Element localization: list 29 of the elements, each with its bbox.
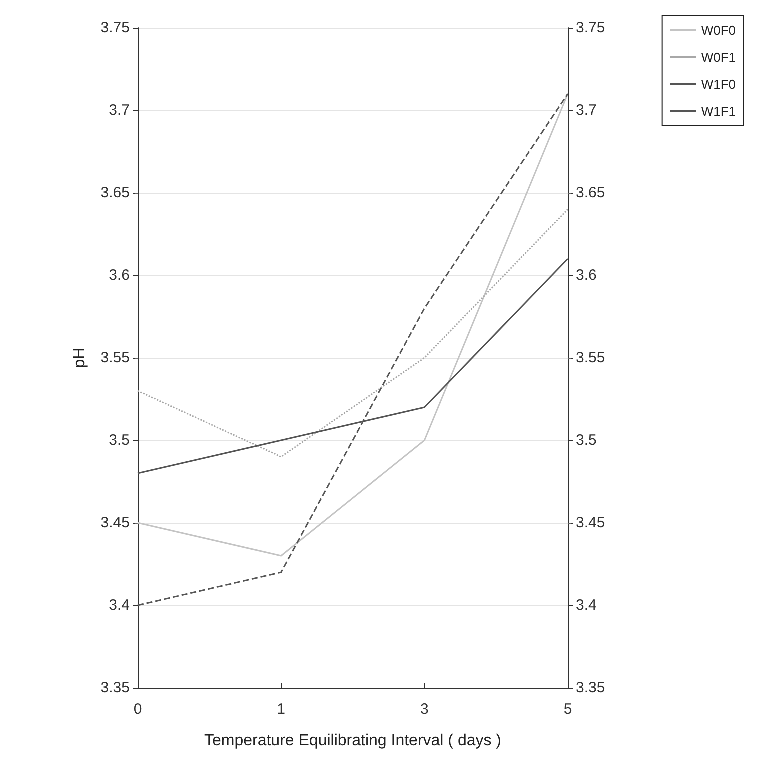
x-tick-label: 0 <box>134 701 142 718</box>
y2-tick-label: 3.35 <box>576 680 606 696</box>
y2-tick-label: 3.6 <box>576 267 597 284</box>
y-tick-label: 3.55 <box>100 350 130 366</box>
y2-tick-label: 3.65 <box>576 184 606 202</box>
y2-tick-label: 3.55 <box>576 350 606 366</box>
y-tick-label: 3.5 <box>109 432 130 449</box>
x-tick-label: 1 <box>277 701 286 718</box>
x-tick-label: 3 <box>420 701 429 718</box>
y2-tick-label: 3.4 <box>576 597 597 614</box>
y-tick-label: 3.35 <box>100 680 130 696</box>
x-tick-label: 5 <box>564 701 572 718</box>
line-series <box>137 208 569 458</box>
legend-label: W1F1 <box>701 104 736 119</box>
x-axis-title: Temperature Equilibrating Interval ( days ) <box>204 732 502 750</box>
y-tick-label: 3.65 <box>100 184 130 202</box>
legend-label: W1F0 <box>701 77 736 92</box>
y2-tick-label: 3.5 <box>576 432 597 449</box>
y-tick-label: 3.6 <box>109 267 130 284</box>
y-tick-label: 3.7 <box>109 102 130 119</box>
y-tick-label: 3.75 <box>100 20 130 36</box>
y2-tick-label: 3.45 <box>576 514 606 532</box>
y-tick-label: 3.4 <box>109 597 130 614</box>
legend-label: W0F1 <box>701 50 736 65</box>
y-axis-title: pH <box>72 348 88 368</box>
y2-tick-label: 3.75 <box>576 20 606 36</box>
y-tick-label: 3.45 <box>100 514 130 532</box>
legend-label: W0F0 <box>701 23 736 38</box>
y2-tick-label: 3.7 <box>576 102 597 119</box>
